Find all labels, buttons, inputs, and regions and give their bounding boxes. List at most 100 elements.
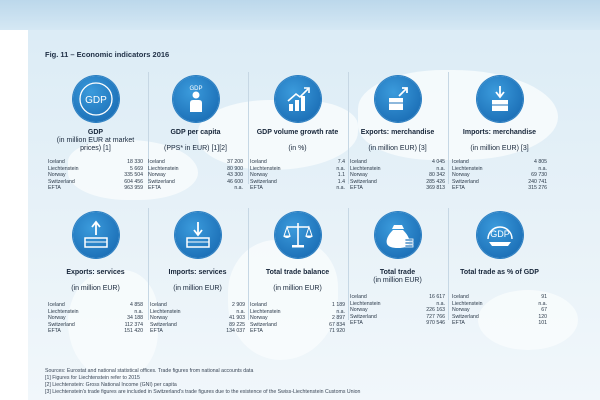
country-label: EFTA	[150, 328, 163, 335]
country-label: Liechtenstein	[350, 165, 381, 172]
value-label: 43 300	[227, 172, 243, 179]
country-label: EFTA	[48, 185, 61, 192]
country-label: Iceland	[250, 159, 267, 165]
country-label: Iceland	[350, 159, 367, 165]
country-label: Norway	[350, 307, 368, 314]
value-label: 970 546	[426, 320, 445, 327]
column-divider	[248, 208, 249, 320]
table-row: Liechtenstein 80 900	[148, 166, 243, 173]
card-title: Imports: services	[168, 269, 227, 276]
country-label: Liechtenstein	[452, 165, 483, 172]
table-row: Switzerland 1.4	[250, 179, 345, 186]
value-label: 727 766	[426, 313, 445, 320]
table-row: Norway 80 342	[350, 172, 445, 179]
table-row: Norway 41 903	[150, 315, 245, 322]
country-label: Iceland	[150, 302, 167, 308]
country-label: Norway	[48, 315, 66, 322]
table-row: Switzerland 120	[452, 314, 547, 321]
value-label: 604 456	[124, 178, 143, 185]
card-table: Iceland 37 200 Liechtenstein 80 900 Norway…	[148, 159, 243, 192]
value-label: 315 276	[528, 185, 547, 192]
table-row: Switzerland 240 741	[452, 179, 547, 186]
card-subtitle: (in million EUR) [3]	[470, 145, 529, 152]
country-label: EFTA	[452, 185, 465, 192]
table-row: Norway 43 300	[148, 172, 243, 179]
card-subtitle: (in million EUR)	[373, 277, 422, 284]
table-row: Iceland 18 330	[48, 159, 143, 166]
country-label: Switzerland	[150, 321, 177, 328]
table-row: Iceland 4 858	[48, 302, 143, 309]
country-label: Switzerland	[250, 321, 277, 328]
value-label: n.a.	[538, 165, 547, 172]
column-divider	[148, 72, 149, 184]
value-label: n.a.	[436, 300, 445, 307]
table-row: Liechtenstein n.a.	[250, 309, 345, 316]
value-label: n.a.	[336, 165, 345, 172]
value-label: 80 900	[227, 165, 243, 172]
table-row: EFTA 315 276	[452, 185, 547, 192]
table-row: Norway 1.1	[250, 172, 345, 179]
value-label: 335 504	[124, 172, 143, 179]
money-bag-icon	[375, 212, 421, 258]
table-row: Iceland 16 617	[350, 294, 445, 301]
table-row: Liechtenstein n.a.	[48, 309, 143, 316]
country-label: EFTA	[250, 328, 263, 335]
table-row: EFTA n.a.	[250, 185, 345, 192]
country-label: Norway	[148, 172, 166, 179]
country-label: Liechtenstein	[150, 308, 181, 315]
table-row: EFTA 369 813	[350, 185, 445, 192]
country-label: Liechtenstein	[250, 165, 281, 172]
value-label: 18 330	[127, 159, 143, 165]
value-label: 240 741	[528, 178, 547, 185]
country-label: EFTA	[250, 185, 263, 192]
column-divider	[448, 208, 449, 320]
value-label: 1.4	[337, 178, 345, 185]
gdp-badge-icon: GDP	[73, 76, 119, 122]
table-row: Switzerland 604 456	[48, 179, 143, 186]
table-row: EFTA 101	[452, 320, 547, 327]
card-title: GDP	[87, 129, 104, 136]
value-label: 4 045	[432, 159, 445, 165]
map-continent	[68, 140, 198, 200]
table-row: Norway 34 188	[48, 315, 143, 322]
column-divider	[248, 72, 249, 184]
table-row: Liechtenstein n.a.	[350, 166, 445, 173]
country-label: EFTA	[350, 185, 363, 192]
gdp-icon-label: GDP	[85, 95, 107, 106]
value-label: 112 374	[124, 321, 143, 328]
trade-gdp-icon: GDP	[477, 212, 523, 258]
country-label: Iceland	[452, 159, 469, 165]
value-label: 91	[541, 294, 547, 300]
country-label: Switzerland	[48, 321, 75, 328]
country-label: EFTA	[452, 320, 465, 327]
value-label: n.a.	[236, 308, 245, 315]
country-label: Switzerland	[452, 178, 479, 185]
column-divider	[448, 72, 449, 184]
import-services-icon	[175, 212, 221, 258]
card-table: Iceland 7.4 Liechtenstein n.a. Norway 1.1 S…	[250, 159, 345, 192]
value-label: 46 600	[227, 178, 243, 185]
table-row: Iceland 4 805	[452, 159, 547, 166]
card-title: GDP volume growth rate	[256, 129, 339, 136]
table-row: EFTA 963 959	[48, 185, 143, 192]
country-label: Switzerland	[452, 313, 479, 320]
value-label: n.a.	[336, 185, 345, 192]
country-label: EFTA	[148, 185, 161, 192]
value-label: 37 200	[227, 159, 243, 165]
card-subtitle: (PPS* in EUR) [1][2]	[163, 145, 228, 152]
gdp-icon-label: GDP	[189, 86, 202, 92]
table-row: Switzerland 67 834	[250, 322, 345, 329]
table-row: Iceland 2 909	[150, 302, 245, 309]
country-label: Norway	[452, 172, 470, 179]
value-label: 71 920	[329, 328, 345, 335]
footnote-1: [1] Figures for Liechtenstein refer to 2…	[45, 375, 140, 381]
card-title: Exports: services	[66, 269, 125, 276]
value-label: 67 834	[329, 321, 345, 328]
table-row: Norway 226 163	[350, 307, 445, 314]
card-subtitle: (in %)	[288, 145, 307, 152]
card-table: Iceland 1 189 Liechtenstein n.a. Norway 2 8…	[250, 302, 345, 335]
card-title: GDP per capita	[170, 129, 221, 136]
card-title: Total trade balance	[265, 269, 330, 276]
column-divider	[348, 72, 349, 184]
footnote-sources: Sources: Eurostat and national statistic…	[45, 368, 254, 374]
